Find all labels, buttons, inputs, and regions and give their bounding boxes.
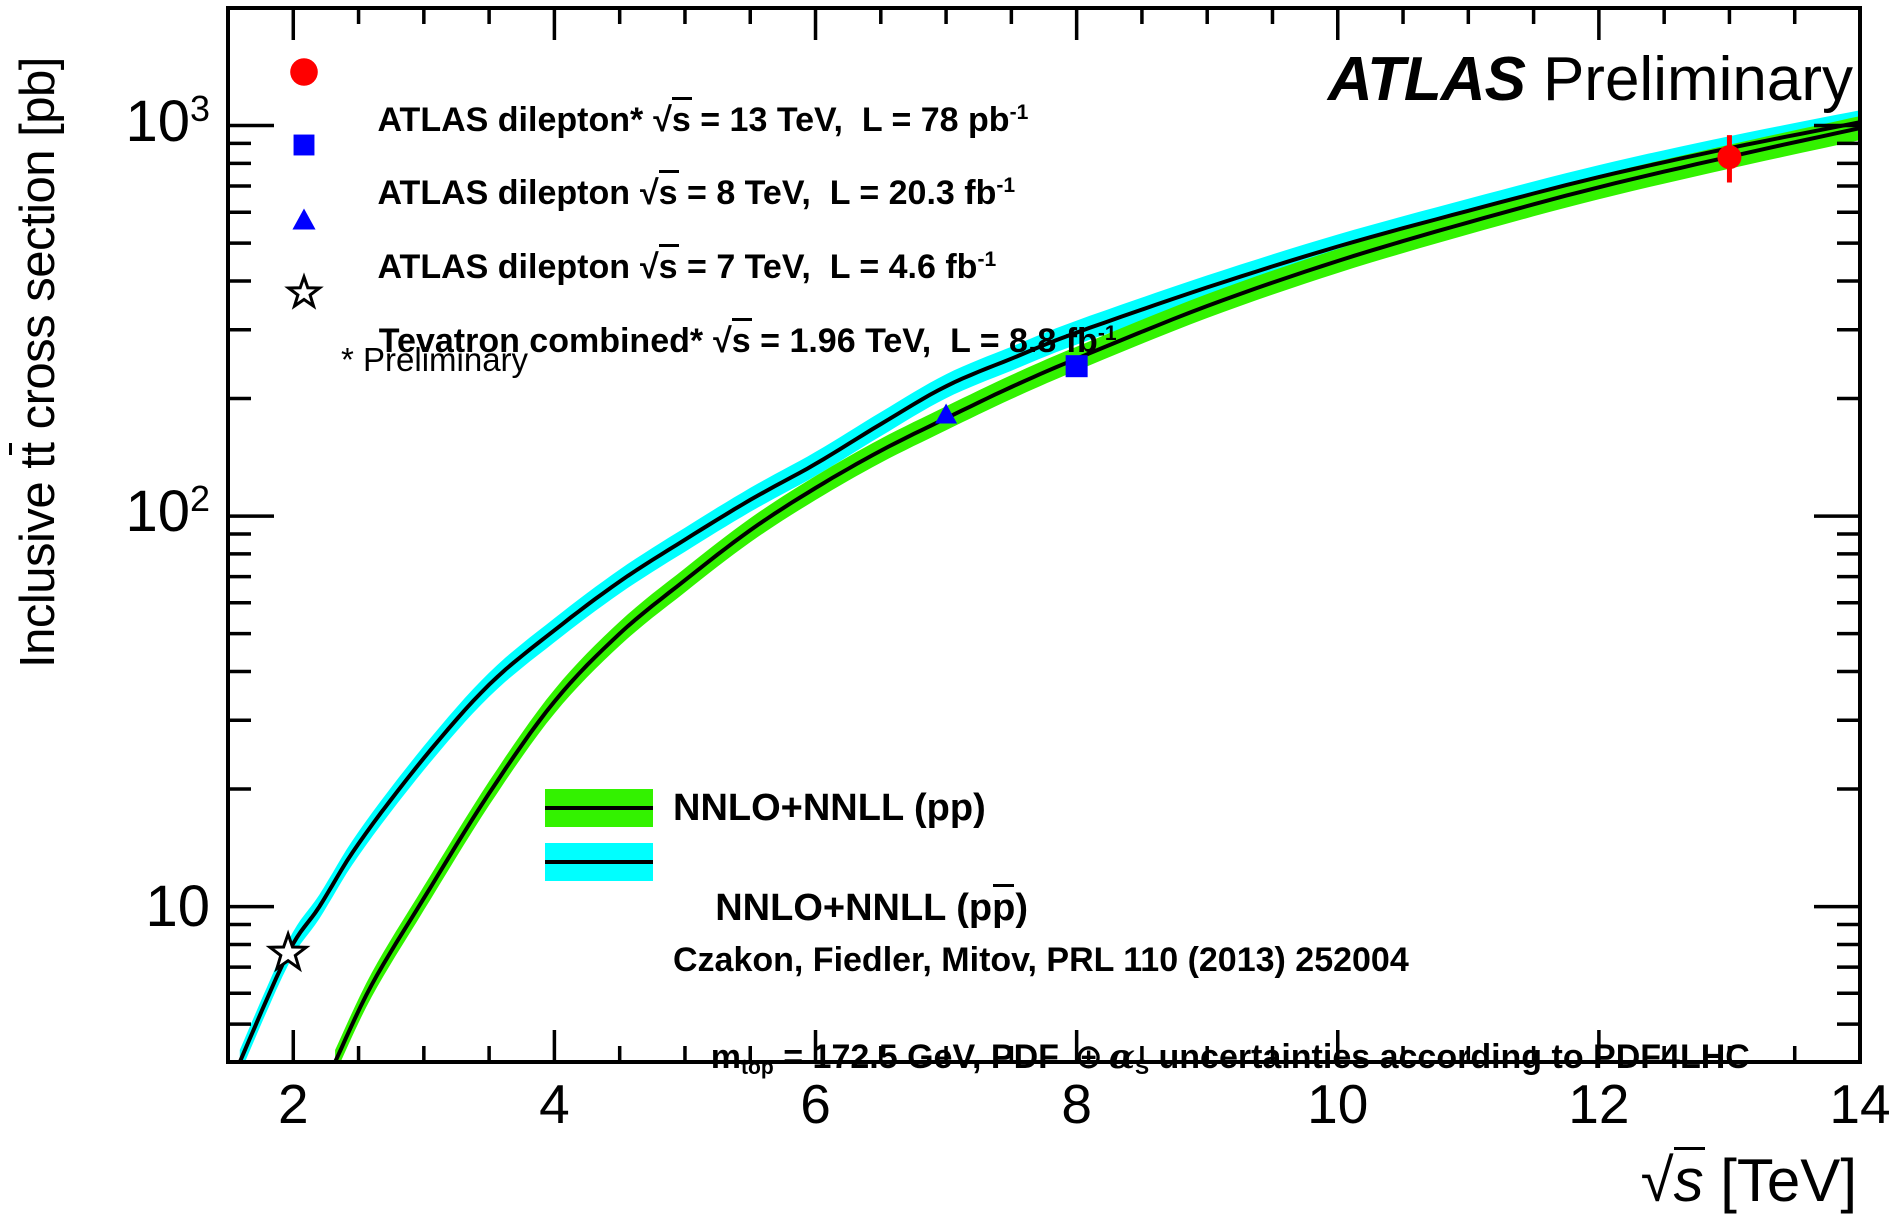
ppbar-pre: NNLO+NNLL (p bbox=[715, 887, 993, 929]
sqrt-s: s bbox=[658, 243, 679, 291]
y-tick-label-10e2: 102 bbox=[70, 478, 210, 545]
alpha-symbol: α bbox=[1108, 1037, 1136, 1077]
sqrt-icon: √ bbox=[639, 248, 659, 286]
cyan-band-swatch bbox=[545, 843, 653, 881]
oplus-icon: ⊕ bbox=[1074, 1038, 1103, 1076]
sqrt-s: s bbox=[658, 169, 679, 217]
axis-ticks bbox=[226, 8, 1862, 1062]
sqrt-s: s bbox=[1673, 1147, 1705, 1214]
y-tick-exponent: 3 bbox=[190, 87, 210, 129]
datapoint-8tev bbox=[1065, 355, 1088, 378]
sqrt-icon: √ bbox=[713, 322, 732, 360]
x-tick-label-4: 4 bbox=[539, 1073, 570, 1135]
data-marker-blue-square bbox=[1065, 355, 1088, 378]
datapoint-1.96tev bbox=[265, 929, 311, 973]
x-tick-label-12: 12 bbox=[1568, 1073, 1630, 1135]
params-mid: = 172.5 GeV, PDF bbox=[773, 1038, 1069, 1076]
preliminary-footnote: * Preliminary bbox=[341, 341, 529, 378]
curves-layer bbox=[237, 110, 1860, 1062]
legend-detail: = 13 TeV, L = 78 pb bbox=[690, 101, 1010, 139]
y-title-tbar: t bbox=[11, 442, 65, 456]
datapoint-13tev bbox=[1717, 135, 1742, 183]
ppbar-post: ) bbox=[1015, 887, 1029, 929]
legend-detail: = 8 TeV, L = 20.3 fb bbox=[677, 174, 997, 212]
mtop-sub: top bbox=[741, 1055, 774, 1079]
pp-theory-central-line bbox=[333, 126, 1860, 1062]
y-title-pre: Inclusive t bbox=[11, 455, 65, 668]
x-tick-label-6: 6 bbox=[800, 1073, 831, 1135]
sqrt-icon: √ bbox=[653, 101, 672, 139]
x-tick-label-14: 14 bbox=[1829, 1073, 1891, 1135]
datapoint-7tev bbox=[935, 403, 958, 424]
data-marker-open-star bbox=[284, 272, 324, 310]
theory-citation: Czakon, Fiedler, Mitov, PRL 110 (2013) 2… bbox=[673, 941, 1409, 979]
green-band-swatch bbox=[545, 789, 653, 827]
legend-label: ATLAS dilepton* bbox=[377, 101, 644, 139]
sqrt-s: s bbox=[731, 317, 752, 365]
legend-exp: -1 bbox=[1097, 322, 1117, 346]
alpha-sub: S bbox=[1135, 1055, 1150, 1079]
legend-row-7tev: ATLAS dilepton √s = 7 TeV, L = 4.6 fb-1 bbox=[341, 195, 996, 286]
y-tick-label-10e1: 10 bbox=[70, 873, 210, 939]
y-tick-base: 10 bbox=[125, 88, 190, 154]
data-marker-blue-triangle bbox=[935, 403, 958, 424]
theory-label-ppbar: NNLO+NNLL (pp) bbox=[673, 839, 1028, 929]
legend-exp: -1 bbox=[977, 248, 997, 272]
params-tail: uncertainties according to PDF4LHC bbox=[1149, 1038, 1750, 1076]
legend-exp: -1 bbox=[996, 174, 1016, 198]
legend-label: ATLAS dilepton bbox=[377, 174, 630, 212]
y-title-post: cross section [pb] bbox=[11, 57, 65, 443]
data-marker-red-circle bbox=[290, 58, 318, 86]
mtop-symbol: m bbox=[710, 1038, 742, 1076]
legend-detail: = 7 TeV, L = 4.6 fb bbox=[677, 248, 978, 286]
legend-marker-blue-square bbox=[293, 134, 315, 156]
x-title-unit: [TeV] bbox=[1703, 1147, 1857, 1214]
atlas-logo-text: ATLAS bbox=[1327, 45, 1526, 114]
sqrt-icon: √ bbox=[639, 174, 659, 212]
legend-detail: = 1.96 TeV, L = 8.8 fb bbox=[750, 322, 1098, 360]
legend-marker-red-circle bbox=[290, 58, 318, 86]
x-tick-label-8: 8 bbox=[1061, 1073, 1092, 1135]
legend-exp: -1 bbox=[1009, 101, 1029, 125]
legend-row-tevatron: Tevatron combined* √s = 1.96 TeV, L = 8.8… bbox=[341, 269, 1117, 360]
ppbar-bar: p bbox=[992, 884, 1016, 929]
x-tick-label-2: 2 bbox=[277, 1073, 309, 1135]
atlas-preliminary-label: ATLAS Preliminary bbox=[1328, 44, 1853, 115]
data-marker-open-star bbox=[265, 929, 311, 973]
legend-marker-open-star bbox=[284, 272, 324, 310]
y-tick-base: 10 bbox=[145, 873, 210, 939]
legend-label: ATLAS dilepton bbox=[377, 248, 630, 286]
y-axis-title: Inclusive tt cross section [pb] bbox=[10, 57, 66, 668]
ppbar-theory-central-line bbox=[237, 120, 1860, 1062]
legend-row-8tev: ATLAS dilepton √s = 8 TeV, L = 20.3 fb-1 bbox=[341, 121, 1015, 212]
theory-parameters: mtop = 172.5 GeV, PDF ⊕ αS uncertainties … bbox=[673, 988, 1750, 1079]
x-tick-label-10: 10 bbox=[1307, 1073, 1369, 1135]
data-marker-red-circle bbox=[1717, 145, 1742, 170]
y-tick-exponent: 2 bbox=[190, 478, 210, 520]
data-marker-blue-square bbox=[293, 134, 315, 156]
y-tick-label-10e3: 103 bbox=[70, 87, 210, 154]
sqrt-icon: √ bbox=[1640, 1147, 1674, 1214]
sqrt-s: s bbox=[671, 96, 692, 144]
theory-label-pp: NNLO+NNLL (pp) bbox=[673, 787, 986, 829]
y-tick-base: 10 bbox=[125, 479, 190, 545]
legend-row-13tev: ATLAS dilepton* √s = 13 TeV, L = 78 pb-1 bbox=[341, 48, 1028, 139]
x-axis-title: √s [TeV] bbox=[1641, 1146, 1857, 1215]
data-marker-blue-triangle bbox=[292, 208, 316, 230]
legend-label: Tevatron combined* bbox=[378, 322, 704, 360]
legend-marker-blue-triangle bbox=[292, 208, 316, 230]
preliminary-text: Preliminary bbox=[1542, 45, 1853, 114]
